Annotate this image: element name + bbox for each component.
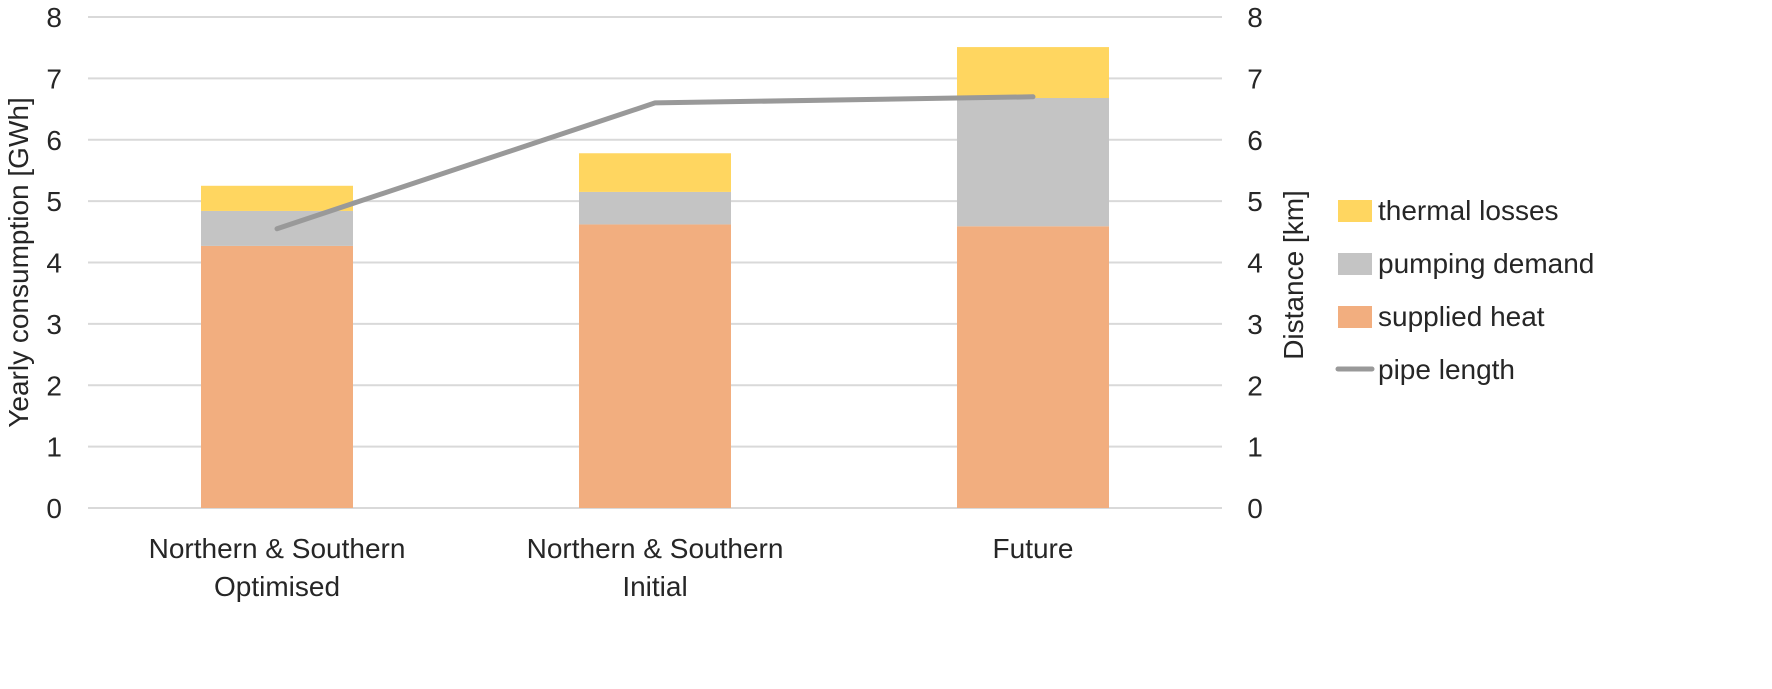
y2-tick-label: 5 [1247,186,1263,217]
y2-axis-title: Distance [km] [1278,190,1309,360]
bar-thermal-losses-1 [579,153,731,192]
y-tick-label: 2 [46,370,62,401]
y2-tick-label: 1 [1247,432,1263,463]
bar-pumping-demand-1 [579,191,731,225]
x-tick-label: Initial [622,571,687,602]
bar-thermal-losses-2 [957,47,1109,99]
x-tick-label: Optimised [214,571,340,602]
legend-label-thermal-losses: thermal losses [1378,195,1559,226]
bar-pumping-demand-2 [957,98,1109,227]
y2-tick-label: 0 [1247,493,1263,524]
bar-supplied-heat-0 [201,245,353,508]
x-tick-label: Northern & Southern [527,533,784,564]
y2-tick-label: 6 [1247,125,1263,156]
y-tick-label: 3 [46,309,62,340]
bar-thermal-losses-0 [201,185,353,211]
legend-swatch-thermal-losses [1338,200,1372,222]
y-tick-label: 0 [46,493,62,524]
y2-tick-label: 2 [1247,370,1263,401]
legend-label-pumping-demand: pumping demand [1378,248,1594,279]
y2-tick-label: 7 [1247,63,1263,94]
y-tick-label: 6 [46,125,62,156]
y2-tick-label: 3 [1247,309,1263,340]
bar-supplied-heat-2 [957,226,1109,508]
bar-supplied-heat-1 [579,224,731,508]
x-tick-label: Future [993,533,1074,564]
x-tick-label: Northern & Southern [149,533,406,564]
y-tick-label: 5 [46,186,62,217]
y-tick-label: 1 [46,432,62,463]
y-axis-title: Yearly consumption [GWh] [3,97,34,427]
legend-swatch-pumping-demand [1338,253,1372,275]
legend-swatch-supplied-heat [1338,306,1372,328]
y2-tick-label: 4 [1247,248,1263,279]
y-tick-label: 8 [46,2,62,33]
y-tick-label: 7 [46,63,62,94]
y-tick-label: 4 [46,248,62,279]
legend-label-pipe-length: pipe length [1378,354,1515,385]
legend-label-supplied-heat: supplied heat [1378,301,1545,332]
y2-tick-label: 8 [1247,2,1263,33]
